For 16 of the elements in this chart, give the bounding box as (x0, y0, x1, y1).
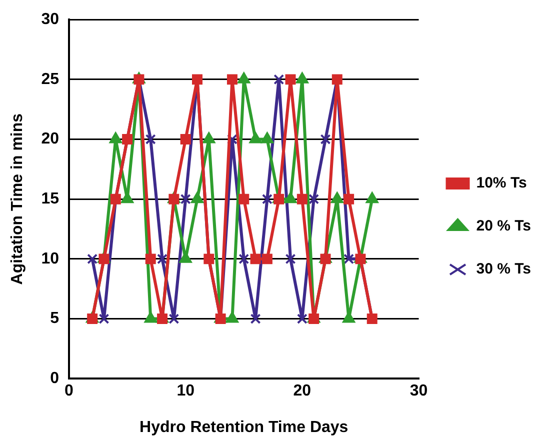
x-tick-label: 20 (293, 382, 312, 400)
y-tick-label: 30 (41, 11, 60, 28)
y-tick-label: 25 (41, 70, 60, 88)
legend-label: 20 % Ts (476, 218, 531, 235)
y-tick-label: 5 (50, 310, 60, 328)
x-tick-label: 0 (64, 382, 74, 400)
y-axis-title: Agitation Time in mins (9, 113, 26, 285)
y-tick-label: 15 (41, 190, 60, 208)
legend-label: 10% Ts (476, 174, 527, 192)
legend-label: 30 % Ts (476, 260, 531, 278)
y-tick-label: 0 (50, 370, 60, 388)
x-tick-label: 30 (410, 382, 428, 400)
y-tick-label: 10 (41, 250, 60, 268)
x-axis-title: Hydro Retention Time Days (140, 418, 348, 436)
x-tick-label: 10 (176, 382, 195, 400)
y-tick-label: 20 (41, 130, 60, 148)
